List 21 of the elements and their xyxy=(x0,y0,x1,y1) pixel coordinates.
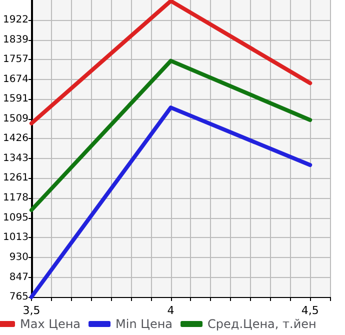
y-tick-label: 1757 xyxy=(2,54,28,65)
y-tick-label: 1178 xyxy=(2,192,28,204)
y-tick-label: 1509 xyxy=(2,113,28,124)
y-tick-label: 1095 xyxy=(2,212,28,224)
y-tick-label: 1674 xyxy=(2,74,28,85)
y-tick-label: 1426 xyxy=(2,133,28,144)
y-tick-label: 1261 xyxy=(2,172,28,184)
legend-label: Min Цена xyxy=(116,317,173,331)
y-tick-label: 1591 xyxy=(2,94,28,105)
y-tick-label: 1922 xyxy=(2,14,28,26)
y-tick-label: 1013 xyxy=(2,232,28,244)
x-tick-label: 4,5 xyxy=(301,304,319,317)
y-tick-label: 930 xyxy=(9,252,28,263)
x-tick-label: 4 xyxy=(167,304,174,317)
x-tick-label: 3,5 xyxy=(22,304,40,317)
y-tick-label: 765 xyxy=(9,292,28,302)
legend-label: Сред.Цена, т.йен xyxy=(208,317,316,331)
y-tick-label: 847 xyxy=(9,272,28,283)
y-tick-label: 1839 xyxy=(2,34,28,46)
legend-label: Max Цена xyxy=(20,317,81,331)
y-tick-label: 1343 xyxy=(2,153,28,164)
